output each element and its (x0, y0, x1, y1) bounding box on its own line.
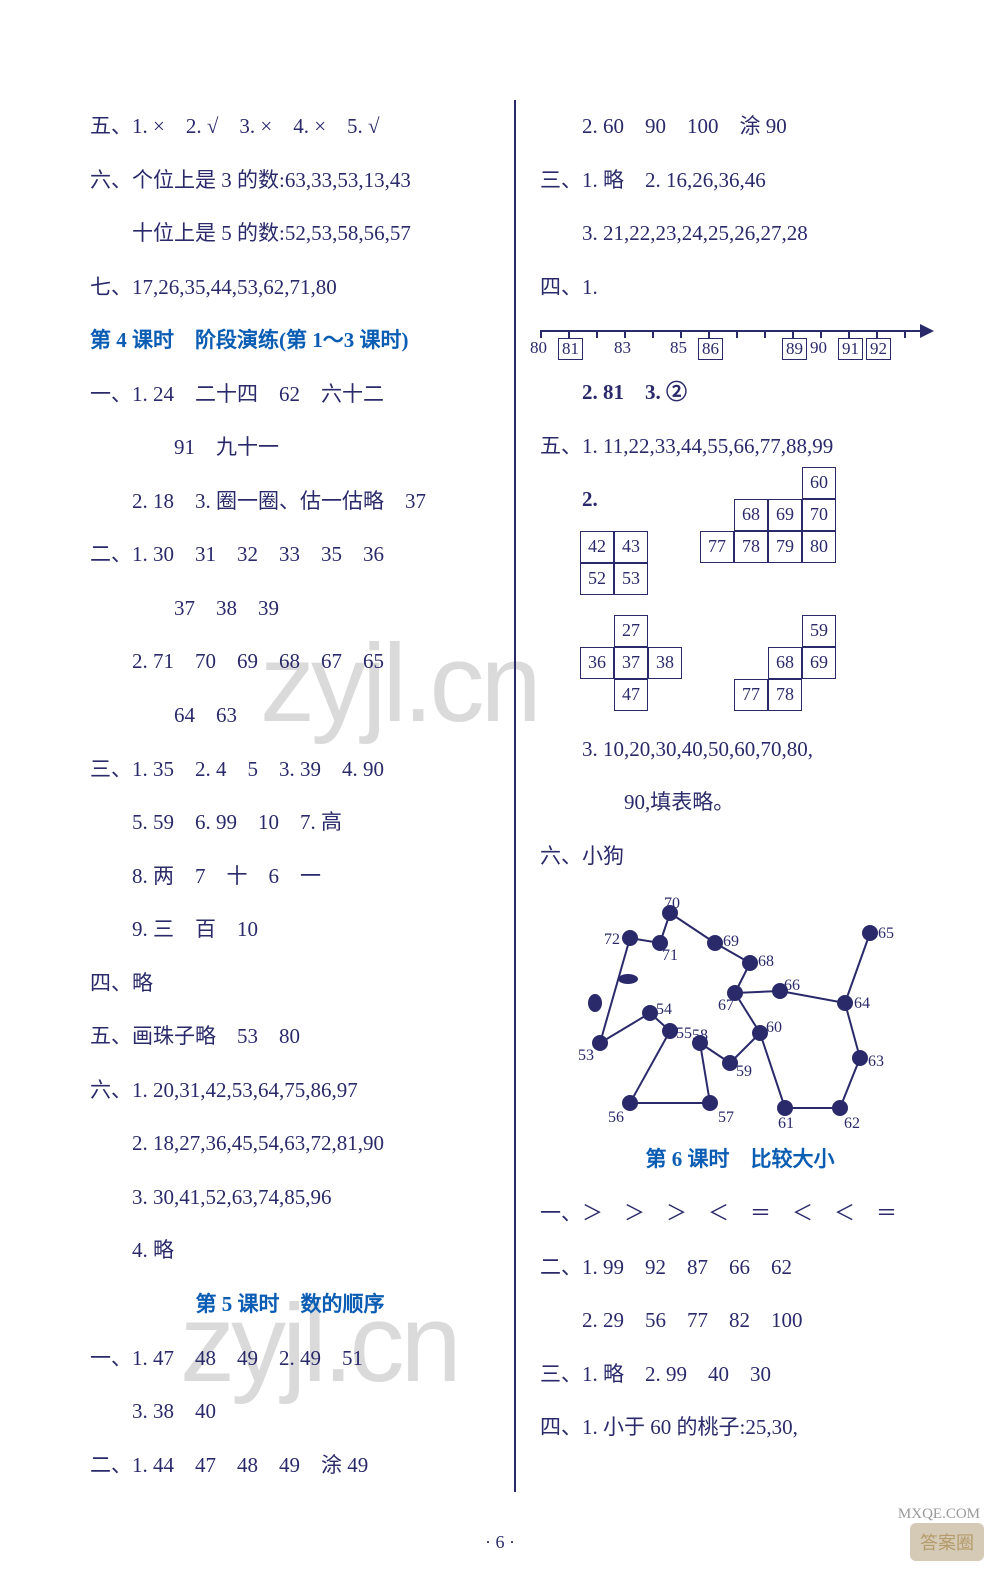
left-column: 五、1. × 2. √ 3. × 4. × 5. √ 六、个位上是 3 的数:6… (90, 100, 510, 1492)
grid-a-right: 6068697077787980 (700, 499, 840, 597)
lesson-heading: 第 4 课时 阶段演练(第 1～3 课时) (90, 314, 490, 368)
grid-b-right: 5968697778 (734, 615, 838, 713)
grid-puzzle-row-1: 42435253 6068697077787980 (580, 531, 940, 597)
text-line: 二、1. 30 31 32 33 35 36 (90, 528, 490, 582)
text-line: 十位上是 5 的数:52,53,58,56,57 (90, 207, 490, 261)
text-line: 3. 38 40 (90, 1385, 490, 1439)
text-line: 四、1. 小于 60 的桃子:25,30, (540, 1401, 940, 1455)
text-line: 4. 略 (90, 1224, 490, 1278)
text-line: 2. 60 90 100 涂 90 (540, 100, 940, 154)
text-line: 二、1. 99 92 87 66 62 (540, 1241, 940, 1295)
text-line: 2. 71 70 69 68 67 65 (90, 635, 490, 689)
page: 五、1. × 2. √ 3. × 4. × 5. √ 六、个位上是 3 的数:6… (0, 0, 1000, 1532)
text-line: 一、1. 47 48 49 2. 49 51 (90, 1332, 490, 1386)
text-line: 2. 29 56 77 82 100 (540, 1294, 940, 1348)
grid-puzzle-row-2: 2736373847 5968697778 (580, 615, 940, 713)
corner-url: MXQE.COM (898, 1506, 980, 1523)
page-number: · 6 · (0, 1532, 1000, 1573)
dog-connect-dots: 5354555657585960616263646566676869707172 (560, 883, 920, 1133)
text-line: 五、1. 11,22,33,44,55,66,77,88,99 (540, 420, 940, 474)
text-line: 90,填表略。 (540, 776, 940, 830)
text-line: 五、1. × 2. √ 3. × 4. × 5. √ (90, 100, 490, 154)
text-line: 六、1. 20,31,42,53,64,75,86,97 (90, 1064, 490, 1118)
text-line: 2. 18 3. 圈一圈、估一估略 37 (90, 475, 490, 529)
text-line: 三、1. 35 2. 4 5 3. 39 4. 90 (90, 743, 490, 797)
right-column: 2. 60 90 100 涂 90 三、1. 略 2. 16,26,36,46 … (520, 100, 940, 1492)
text-line: 91 九十一 (90, 421, 490, 475)
text-line: 3. 10,20,30,40,50,60,70,80, (540, 723, 940, 777)
number-line: 808183858689909192 (540, 324, 940, 360)
text-line: 五、画珠子略 53 80 (90, 1010, 490, 1064)
text-line: 37 38 39 (90, 582, 490, 636)
text-line: 七、17,26,35,44,53,62,71,80 (90, 261, 490, 315)
text-line: 一、1. 24 二十四 62 六十二 (90, 368, 490, 422)
text-line: 二、1. 44 47 48 49 涂 49 (90, 1439, 490, 1493)
text-line: 8. 两 7 十 6 一 (90, 850, 490, 904)
text-line: 2. 81 3. ② (540, 366, 940, 420)
grid-a-left: 42435253 (580, 531, 650, 597)
grid-b-left: 2736373847 (580, 615, 684, 713)
text-line: 9. 三 百 10 (90, 903, 490, 957)
text-line: 一、＞ ＞ ＞ ＜ ＝ ＜ ＜ ＝ (540, 1187, 940, 1241)
lesson-heading: 第 6 课时 比较大小 (540, 1133, 940, 1187)
text-line: 64 63 (90, 689, 490, 743)
text-line: 5. 59 6. 99 10 7. 高 (90, 796, 490, 850)
text-line: 四、略 (90, 957, 490, 1011)
text-line: 3. 30,41,52,63,74,85,96 (90, 1171, 490, 1225)
text-line: 六、小狗 (540, 830, 940, 884)
column-divider (514, 100, 516, 1492)
lesson-heading: 第 5 课时 数的顺序 (90, 1278, 490, 1332)
text-line: 四、1. (540, 261, 940, 315)
text-line: 3. 21,22,23,24,25,26,27,28 (540, 207, 940, 261)
text-line: 2. 18,27,36,45,54,63,72,81,90 (90, 1117, 490, 1171)
text-line: 六、个位上是 3 的数:63,33,53,13,43 (90, 154, 490, 208)
text-line: 三、1. 略 2. 16,26,36,46 (540, 154, 940, 208)
text-line: 三、1. 略 2. 99 40 30 (540, 1348, 940, 1402)
